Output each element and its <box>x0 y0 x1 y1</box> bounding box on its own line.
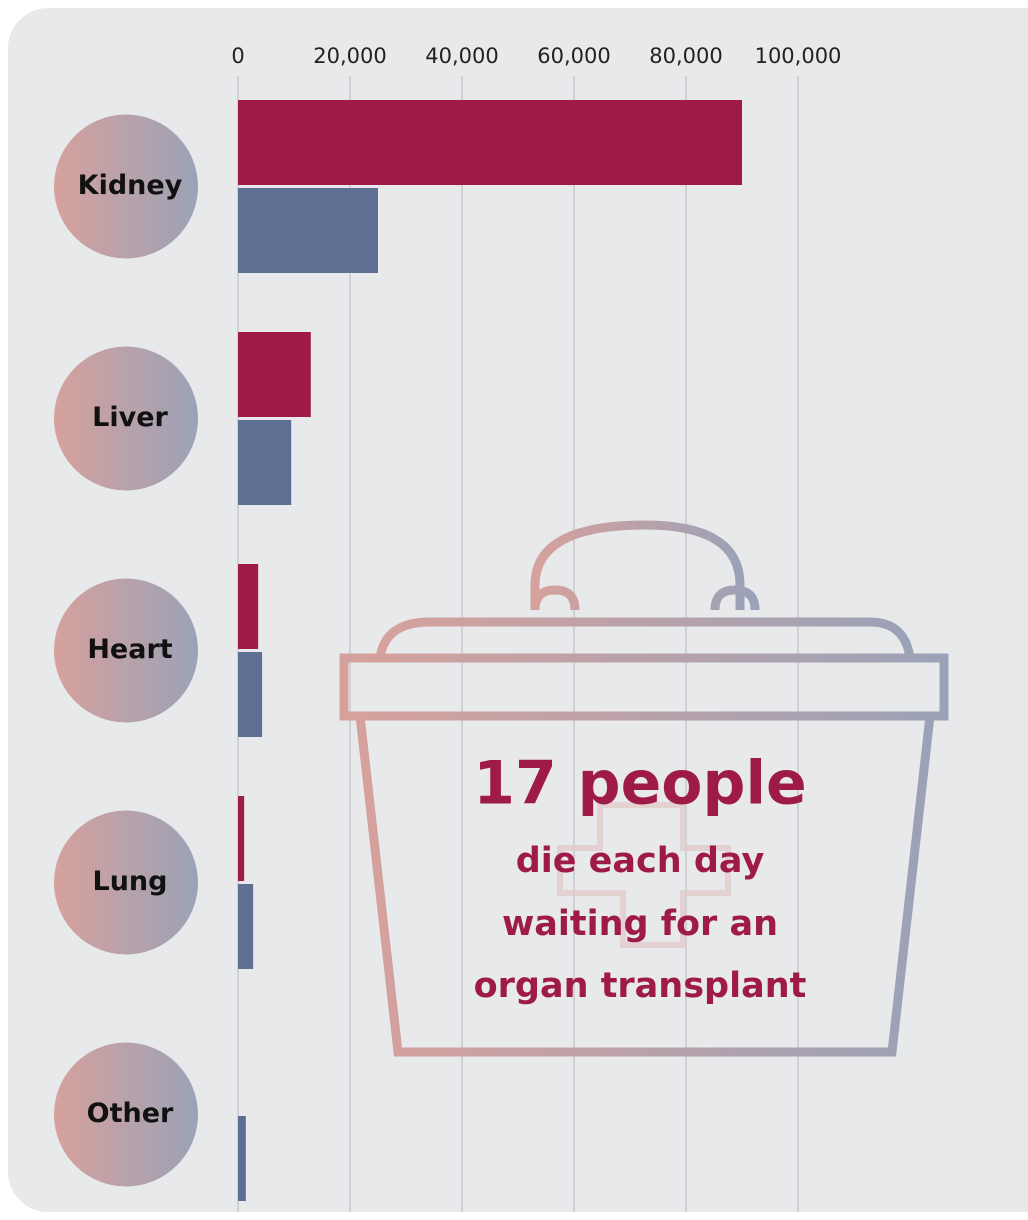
bar <box>238 1116 246 1201</box>
category-label: Liver <box>92 402 168 433</box>
bar <box>238 420 291 505</box>
annotation-line: organ transplant <box>474 966 807 1006</box>
annotation-line: die each day <box>516 841 765 881</box>
bar <box>238 188 378 273</box>
chart: 0 20,000 40,000 60,000 80,000 100,000 Kidney L… <box>0 0 1028 1220</box>
x-tick-label: 20,000 <box>313 44 386 68</box>
page: 0 20,000 40,000 60,000 80,000 100,000 Kidney L… <box>0 0 1028 1220</box>
category-label: Kidney <box>78 170 183 201</box>
x-tick-label: 40,000 <box>425 44 498 68</box>
x-tick-label: 0 <box>231 44 244 68</box>
annotation-line: waiting for an <box>502 904 778 944</box>
bar <box>238 564 258 649</box>
x-tick-label: 60,000 <box>537 44 610 68</box>
bar <box>238 652 262 737</box>
bar <box>238 100 742 185</box>
x-tick-label: 100,000 <box>755 44 842 68</box>
annotation-headline: 17 people <box>473 749 806 819</box>
bar <box>238 332 311 417</box>
category-label: Other <box>87 1098 174 1129</box>
category-label: Heart <box>87 634 172 665</box>
category-label: Lung <box>93 866 168 897</box>
bar <box>238 796 244 881</box>
bar <box>238 884 253 969</box>
x-tick-label: 80,000 <box>649 44 722 68</box>
